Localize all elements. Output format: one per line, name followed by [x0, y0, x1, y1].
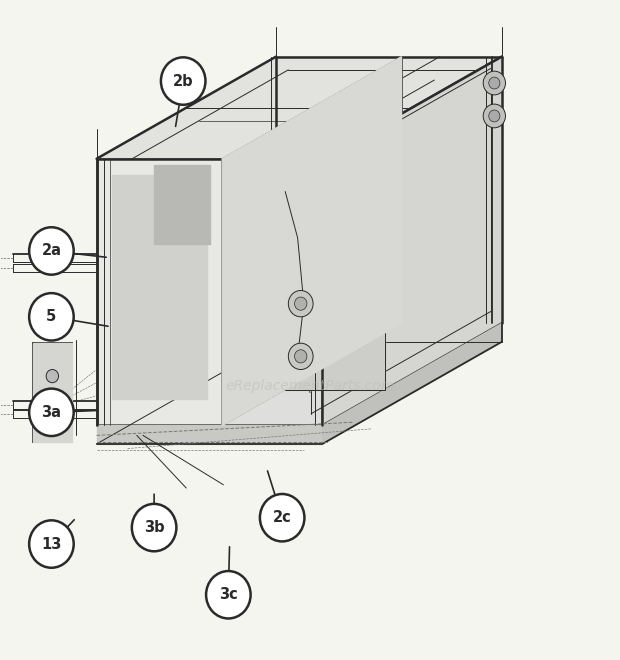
Text: eReplacementParts.com: eReplacementParts.com [225, 379, 395, 393]
Circle shape [489, 110, 500, 122]
Polygon shape [97, 159, 222, 426]
Text: 2b: 2b [173, 73, 193, 88]
Polygon shape [285, 123, 385, 390]
Text: 2c: 2c [273, 510, 291, 525]
Circle shape [29, 520, 74, 568]
Circle shape [294, 350, 307, 363]
Circle shape [288, 343, 313, 370]
Polygon shape [222, 57, 402, 426]
Circle shape [161, 57, 205, 105]
Circle shape [288, 290, 313, 317]
Circle shape [483, 71, 505, 95]
Circle shape [489, 77, 500, 89]
Text: 3a: 3a [42, 405, 61, 420]
Circle shape [294, 297, 307, 310]
Polygon shape [322, 323, 502, 444]
Polygon shape [322, 57, 502, 426]
Circle shape [206, 571, 250, 618]
Polygon shape [222, 159, 322, 426]
Polygon shape [97, 57, 502, 159]
Text: 3b: 3b [144, 520, 164, 535]
Polygon shape [97, 426, 322, 444]
Circle shape [46, 370, 58, 383]
Polygon shape [33, 343, 72, 442]
Text: 3c: 3c [219, 587, 237, 603]
Text: 13: 13 [42, 537, 61, 552]
Circle shape [483, 104, 505, 128]
Circle shape [29, 293, 74, 341]
Text: 2a: 2a [42, 244, 61, 259]
Circle shape [46, 393, 58, 406]
Circle shape [29, 227, 74, 275]
Polygon shape [154, 166, 210, 244]
Circle shape [29, 389, 74, 436]
Circle shape [260, 494, 304, 541]
Circle shape [132, 504, 176, 551]
Text: 5: 5 [46, 310, 56, 324]
Polygon shape [112, 175, 206, 399]
